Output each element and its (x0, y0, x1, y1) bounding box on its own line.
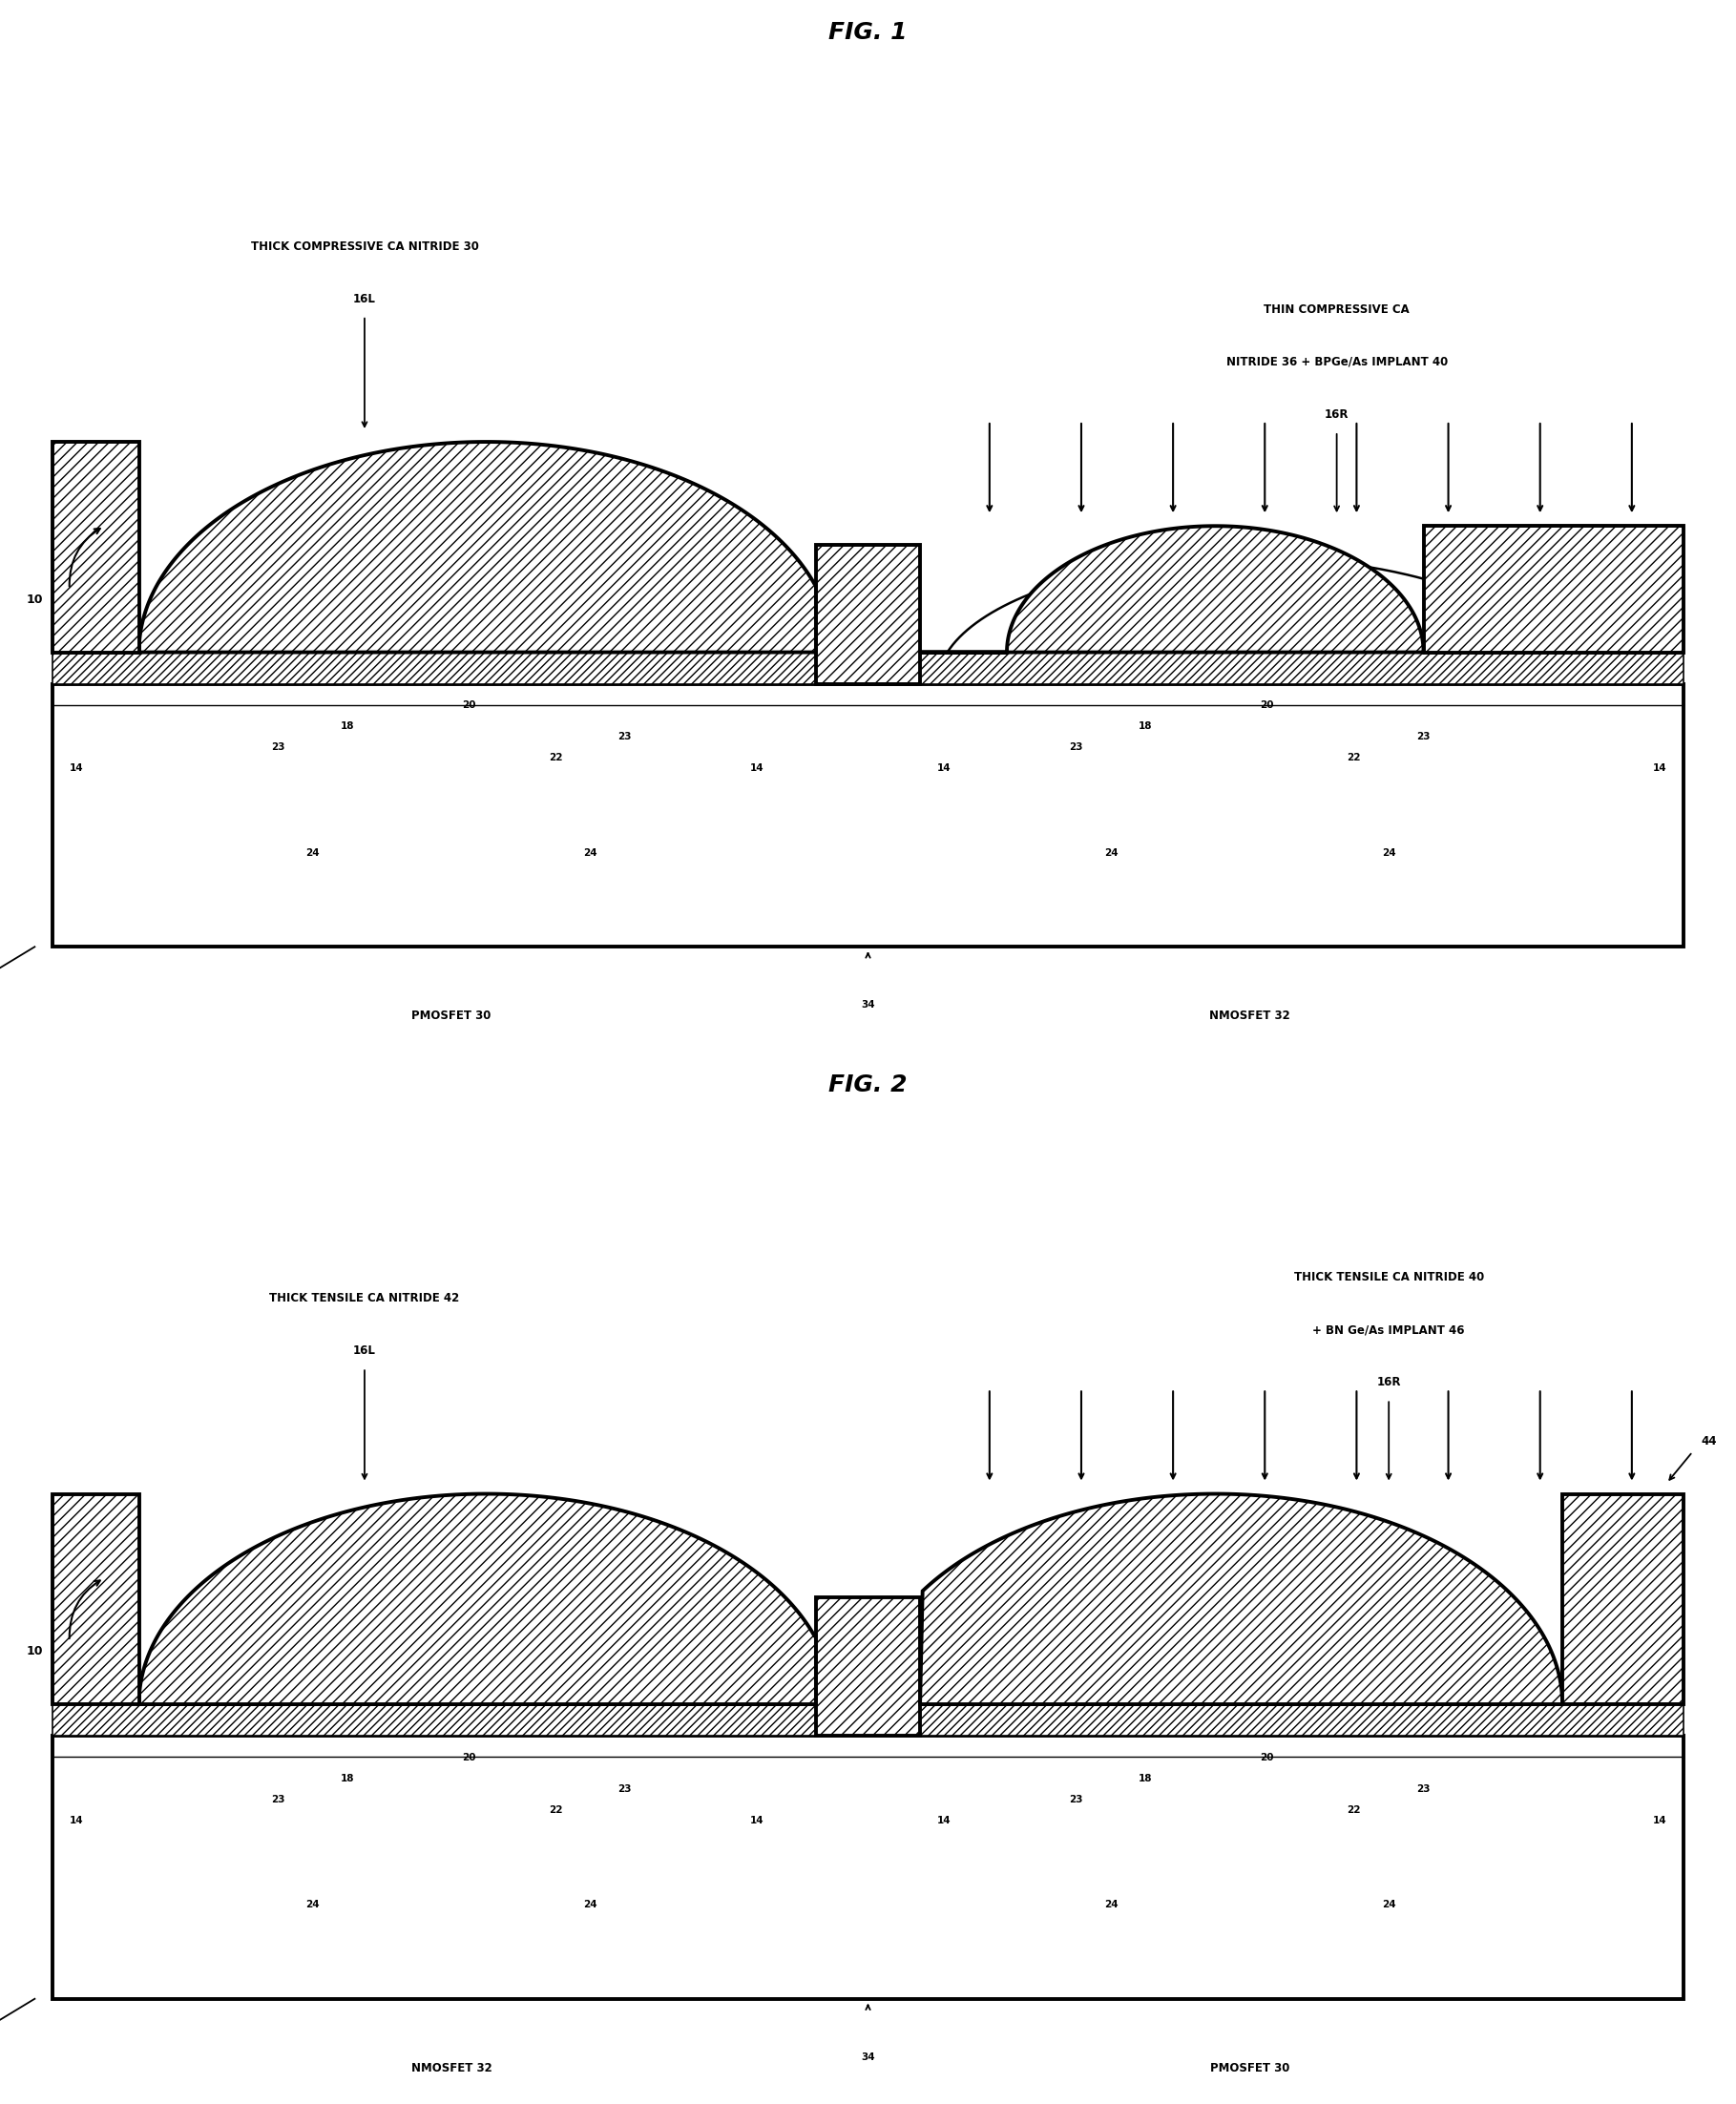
Bar (52, 442, 139, 652)
Text: 34: 34 (861, 2051, 875, 2062)
Bar (361, 1633, 394, 1692)
Text: 23: 23 (271, 1795, 285, 1803)
Bar (1424, 526, 1684, 652)
Bar (394, 1692, 509, 1704)
Text: 24: 24 (1382, 1900, 1396, 1910)
Text: 16L: 16L (352, 1344, 377, 1357)
Bar (394, 1618, 509, 1692)
Polygon shape (920, 526, 1424, 652)
Bar (920, 1704, 1684, 1736)
Text: 22: 22 (549, 1805, 562, 1814)
Bar (1160, 1633, 1194, 1692)
Text: PMOSFET 30: PMOSFET 30 (1210, 2062, 1290, 2075)
Text: 24: 24 (583, 848, 597, 858)
Text: 23: 23 (618, 1784, 632, 1793)
Text: 22: 22 (1347, 753, 1361, 762)
Bar (1305, 1633, 1340, 1692)
Text: 24: 24 (1382, 848, 1396, 858)
Text: 22: 22 (1347, 1805, 1361, 1814)
Bar (394, 566, 509, 640)
Text: 18: 18 (340, 1774, 354, 1784)
Text: 23: 23 (1069, 1795, 1083, 1803)
Text: 18: 18 (1139, 722, 1153, 730)
Bar (507, 1633, 542, 1692)
Polygon shape (139, 442, 816, 652)
Bar (1193, 1692, 1305, 1704)
Bar (52, 1494, 139, 1704)
Text: 14: 14 (69, 764, 83, 774)
Text: 24: 24 (583, 1900, 597, 1910)
Polygon shape (920, 1494, 1562, 1704)
Text: 10: 10 (26, 593, 43, 606)
Text: FIG. 2: FIG. 2 (828, 1073, 908, 1096)
Bar (1305, 581, 1340, 640)
Text: NMOSFET 32: NMOSFET 32 (1210, 1010, 1290, 1023)
Text: PMOSFET 30: PMOSFET 30 (411, 1010, 491, 1023)
Text: 14: 14 (1653, 764, 1667, 774)
Bar (816, 545, 920, 684)
Bar (52, 684, 1684, 947)
Bar (816, 1597, 920, 1736)
Text: 14: 14 (1653, 1816, 1667, 1824)
Bar (1160, 581, 1194, 640)
Text: 24: 24 (306, 1900, 319, 1910)
Text: + BN Ge/As IMPLANT 46: + BN Ge/As IMPLANT 46 (1312, 1323, 1465, 1336)
Text: 18: 18 (1139, 1774, 1153, 1784)
Text: 16R: 16R (1325, 408, 1349, 421)
Text: THICK COMPRESSIVE CA NITRIDE 30: THICK COMPRESSIVE CA NITRIDE 30 (250, 240, 479, 252)
Bar (1193, 566, 1305, 640)
Text: 23: 23 (271, 743, 285, 751)
Text: THICK TENSILE CA NITRIDE 42: THICK TENSILE CA NITRIDE 42 (269, 1292, 460, 1304)
Text: 23: 23 (1417, 1784, 1430, 1793)
Text: 14: 14 (69, 1816, 83, 1824)
Text: 22: 22 (549, 753, 562, 762)
Bar (361, 581, 394, 640)
Text: 14: 14 (750, 1816, 764, 1824)
Polygon shape (139, 1494, 816, 1704)
Bar (1193, 1618, 1305, 1692)
Text: 16R: 16R (1377, 1376, 1401, 1389)
Text: 16L: 16L (352, 292, 377, 305)
Text: 23: 23 (618, 732, 632, 743)
Bar (394, 640, 509, 652)
Text: 10: 10 (26, 1645, 43, 1658)
Bar (52, 1736, 1684, 1999)
Text: 23: 23 (1417, 732, 1430, 743)
Text: 24: 24 (1104, 848, 1118, 858)
Text: NITRIDE 36 + BPGe/As IMPLANT 40: NITRIDE 36 + BPGe/As IMPLANT 40 (1226, 356, 1448, 368)
Text: THIN COMPRESSIVE CA: THIN COMPRESSIVE CA (1264, 303, 1410, 316)
Text: THICK TENSILE CA NITRIDE 40: THICK TENSILE CA NITRIDE 40 (1293, 1271, 1484, 1283)
Text: 20: 20 (462, 1753, 476, 1763)
Text: 24: 24 (1104, 1900, 1118, 1910)
Text: 20: 20 (1260, 1753, 1274, 1763)
Bar (507, 581, 542, 640)
Text: 34: 34 (861, 999, 875, 1010)
Text: NMOSFET 32: NMOSFET 32 (411, 2062, 491, 2075)
Bar (1562, 1494, 1684, 1704)
Bar (920, 652, 1684, 684)
Text: 18: 18 (340, 722, 354, 730)
Text: 20: 20 (462, 701, 476, 709)
Text: 14: 14 (937, 764, 951, 774)
Text: 44: 44 (1701, 1435, 1717, 1448)
Text: 24: 24 (306, 848, 319, 858)
Bar (52, 1704, 816, 1736)
Text: 14: 14 (750, 764, 764, 774)
Text: 20: 20 (1260, 701, 1274, 709)
Bar (52, 652, 816, 684)
Text: 14: 14 (937, 1816, 951, 1824)
Text: FIG. 1: FIG. 1 (828, 21, 908, 44)
Text: 23: 23 (1069, 743, 1083, 751)
Bar (1193, 640, 1305, 652)
